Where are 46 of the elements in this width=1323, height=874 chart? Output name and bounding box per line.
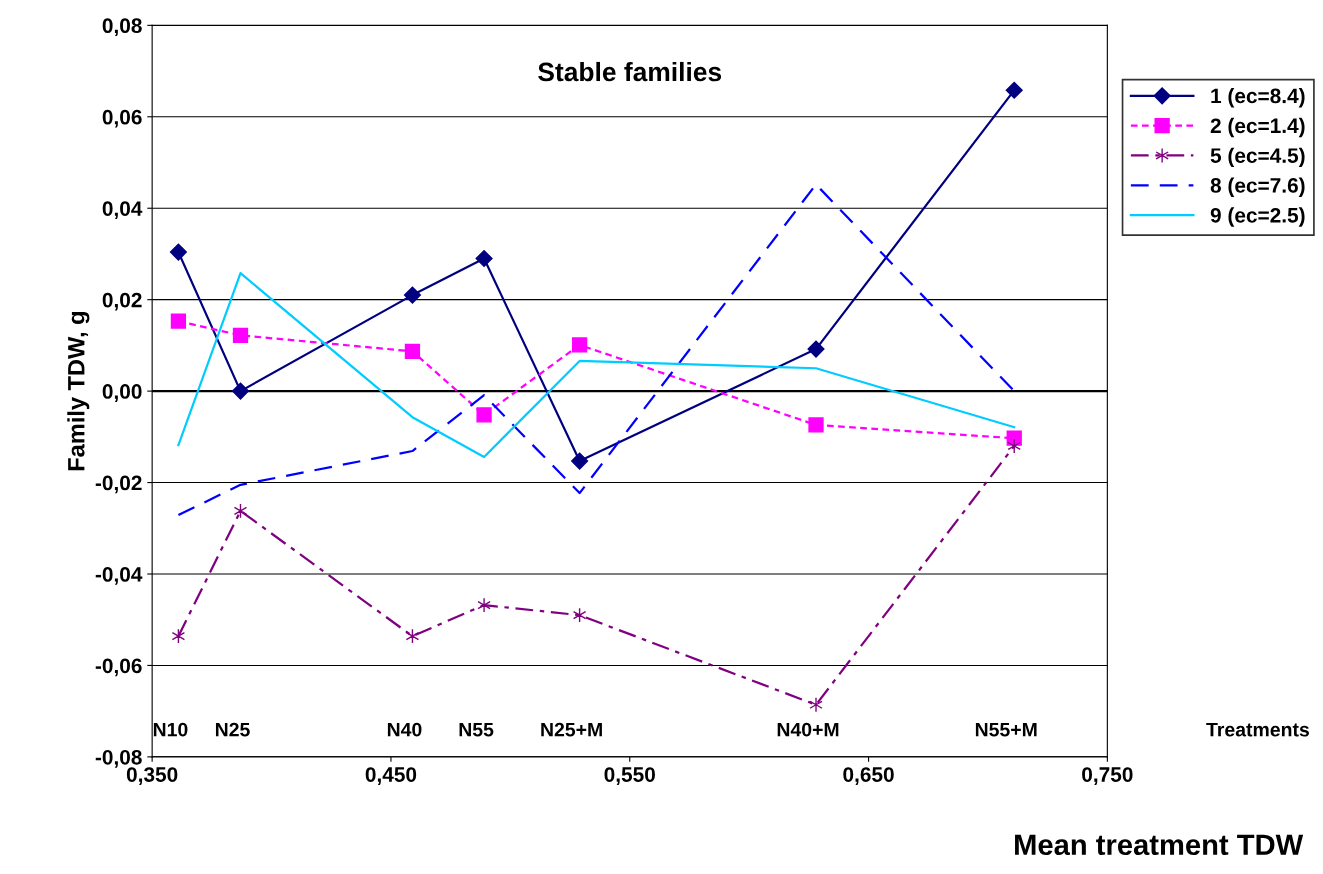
point [477,597,491,613]
annotation: N55+M [975,722,1037,737]
annotation: N25+M [541,722,602,737]
y-tick-label: 0,06 [102,109,142,128]
x-tick-label: 0,450 [365,767,417,785]
annotation: N40 [387,722,422,737]
y-tick-label: -0,06 [95,658,142,677]
x-tick-label: 0,350 [126,767,178,785]
x-axis-title: Mean treatment TDW [1015,834,1304,856]
point [232,327,249,343]
legend-label: 8 (ec=7.6) [1210,177,1305,197]
point [808,417,824,433]
x-tick-label: 0,750 [1082,767,1133,785]
y-tick-label: 0,00 [102,384,142,402]
point [231,382,250,400]
annotation: N55 [459,722,494,737]
point [475,249,493,268]
point [170,313,187,329]
y-tick-label: -0,08 [95,749,142,768]
legend-label: 9 (ec=2.5) [1210,207,1305,227]
legend-label: 2 (ec=1.4) [1210,117,1305,138]
y-tick-label: 0,04 [102,201,143,220]
point [1005,81,1023,99]
annotation: N10 [153,722,188,737]
y-tick-label: 0,08 [102,18,142,37]
point [476,407,492,423]
point [807,340,825,358]
point [571,337,588,353]
text: Stable families [538,61,722,82]
y-tick-label: 0,02 [102,292,142,311]
legend-label: 5 (ec=4.5) [1210,147,1305,168]
annotation: N25 [215,722,250,737]
y-tick-label: -0,02 [95,475,142,494]
y-tick-label: -0,04 [95,567,143,585]
point [571,452,589,470]
annotation: N40+M [777,722,839,737]
point [403,286,421,304]
text: Treatments [1206,722,1309,737]
point [169,243,187,261]
x-tick-label: 0,550 [604,767,655,785]
legend-label: 1 (ec=8.4) [1211,87,1305,108]
point [404,343,421,359]
point [809,697,823,713]
x-tick-label: 0,650 [843,767,894,785]
y-axis-title: Family TDW, g [67,312,90,471]
line-series [177,272,1016,459]
